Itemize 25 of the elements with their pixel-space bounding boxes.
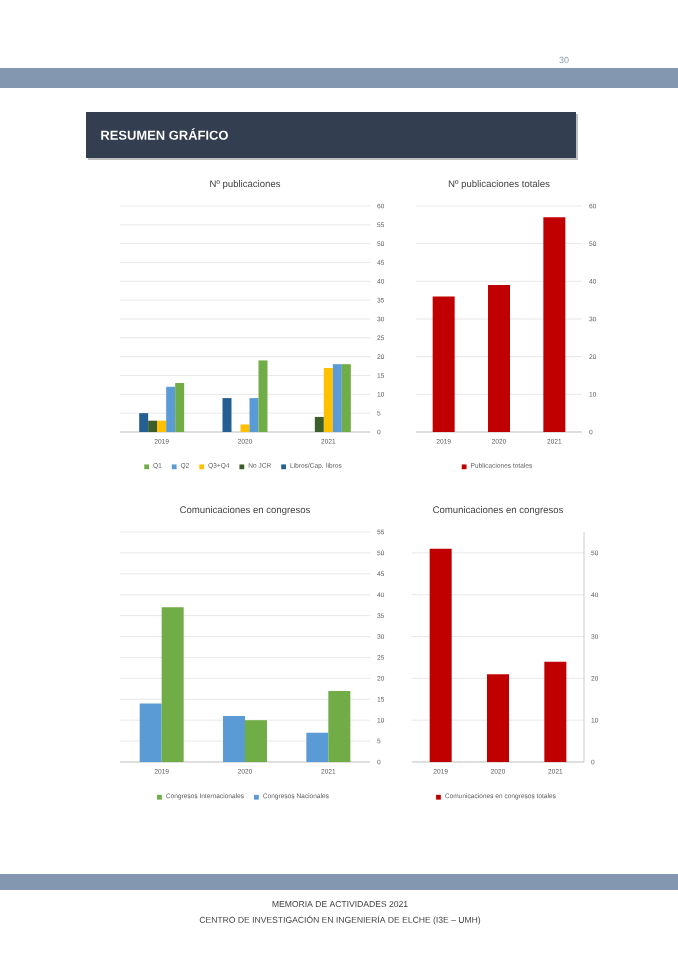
bar	[258, 360, 268, 432]
bar	[328, 690, 351, 762]
bar	[222, 398, 232, 432]
bar	[543, 217, 566, 432]
bar	[175, 383, 185, 432]
bar	[139, 703, 162, 762]
bar	[429, 548, 452, 762]
bar	[323, 367, 333, 432]
bar	[332, 364, 342, 432]
bar	[148, 420, 158, 432]
bar	[161, 607, 184, 762]
bar	[544, 661, 567, 762]
bar	[157, 420, 167, 432]
bar	[488, 285, 511, 432]
bar	[306, 732, 329, 762]
bar	[432, 296, 455, 432]
bar	[240, 424, 250, 432]
bar	[341, 364, 351, 432]
bar	[166, 386, 176, 432]
bar	[487, 674, 509, 762]
bar	[245, 720, 267, 762]
bar	[249, 398, 259, 432]
bar	[139, 413, 149, 432]
bar	[314, 416, 324, 432]
bar	[223, 715, 245, 762]
